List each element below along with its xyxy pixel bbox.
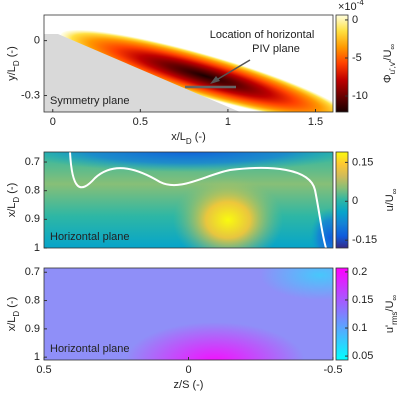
y-tick-label: 1 [34, 242, 40, 254]
y-tick-label: 0.9 [25, 323, 40, 335]
y-axis-label-part: x/L [6, 317, 18, 332]
colorbar-label-part: ∞ [388, 44, 397, 50]
field-blob [60, 29, 333, 112]
contour-field [44, 152, 333, 248]
y-axis-label-part: (-) [6, 183, 18, 197]
x-axis-label-part: D [186, 137, 192, 146]
callout-arrow [212, 59, 251, 83]
zero-contour [69, 152, 327, 248]
contour-field [44, 15, 333, 112]
colorbar-tick-label: 0.15 [352, 156, 373, 168]
colorbar-tick-label: 0 [352, 14, 358, 26]
colorbar-label-part: ∞ [390, 295, 399, 301]
y-axis-label-part: (-) [6, 46, 18, 60]
y-tick-label: 0.7 [25, 266, 40, 278]
colorbar-tick-label: 0.05 [352, 350, 373, 362]
colorbar-label-part: /U [382, 50, 394, 61]
y-tick-label: 0.7 [25, 156, 40, 168]
field-high [125, 322, 305, 360]
axes-frame [43, 151, 334, 249]
annotation: Symmetry plane [50, 95, 129, 107]
y-axis-label-part: D [12, 197, 21, 203]
y-axis-label-part: x/L [6, 203, 18, 218]
colorbar-label-part: u/U [384, 194, 396, 211]
x-tick-label: 0 [185, 364, 191, 376]
y-tick-label: 0 [34, 35, 40, 47]
colorbar-tick-label: 0.1 [352, 322, 367, 334]
colorbar [335, 14, 349, 113]
annotation: Horizontal plane [50, 231, 130, 243]
colorbar-scale: ×10-4 [338, 0, 364, 13]
field-high [173, 175, 283, 248]
colorbar-label-part: ∞ [390, 188, 399, 194]
x-axis-label-part: (-) [192, 131, 206, 143]
colorbar-tick-label: -5 [352, 52, 362, 64]
callout-text: Location of horizontal [210, 29, 315, 41]
colorbar-label: Φu',v'/U∞ [382, 44, 397, 84]
x-axis-label: x/LD (-) [171, 131, 206, 146]
colorbar-label-part: rms [390, 312, 399, 325]
colorbar-tick-label: -0.15 [352, 234, 377, 246]
x-axis-label-part: (-) [189, 379, 203, 391]
colorbar-label: u/U∞ [384, 188, 399, 211]
x-axis-label: z/S (-) [174, 379, 204, 391]
x-tick-label: 0 [50, 116, 56, 128]
arrow-head [210, 76, 220, 84]
x-tick-label: -0.5 [324, 364, 343, 376]
y-axis-label-part: D [12, 60, 21, 66]
x-axis-label-part: z/S [174, 379, 190, 391]
contour-field [44, 268, 333, 360]
y-axis-label: x/LD (-) [6, 183, 21, 218]
colorbar-label-part: Φ [382, 74, 394, 83]
colorbar-scale-part: -4 [357, 0, 365, 7]
annotation: Horizontal plane [50, 343, 130, 355]
colorbar-label-part: u' [384, 325, 396, 333]
colorbar-tick-label: -10 [352, 90, 368, 102]
colorbar-tick-label: 0.2 [352, 266, 367, 278]
axes-frame [43, 14, 334, 113]
field-low [44, 152, 333, 172]
colorbar-label-part: u',v' [388, 60, 397, 74]
y-axis-label-part: (-) [6, 297, 18, 311]
colorbar [335, 267, 349, 361]
colorbar-label-part: /U [384, 301, 396, 312]
x-tick-label: 0.5 [36, 364, 51, 376]
y-axis-label-part: y/L [6, 66, 18, 81]
colorbar-tick-label: 0 [352, 195, 358, 207]
colorbar-scale-part: ×10 [338, 1, 357, 13]
field-low [260, 268, 333, 300]
y-tick-label: -0.3 [21, 89, 40, 101]
callout-text: PIV plane [252, 43, 300, 55]
symmetry-plane [44, 34, 240, 112]
y-axis-label: y/LD (-) [6, 46, 21, 81]
y-tick-label: 0.8 [25, 294, 40, 306]
y-axis-label: x/LD (-) [6, 297, 21, 332]
x-axis-label-part: x/L [171, 131, 186, 143]
y-axis-label-part: D [12, 311, 21, 317]
colorbar-label: u'rms/U∞ [384, 295, 399, 334]
x-tick-label: 0.5 [133, 116, 148, 128]
colorbar [335, 151, 349, 249]
y-tick-label: 0.9 [25, 213, 40, 225]
y-tick-label: 1 [34, 351, 40, 363]
x-tick-label: 1.5 [308, 116, 323, 128]
colorbar-tick-label: 0.15 [352, 294, 373, 306]
y-tick-label: 0.8 [25, 185, 40, 197]
x-tick-label: 1 [225, 116, 231, 128]
